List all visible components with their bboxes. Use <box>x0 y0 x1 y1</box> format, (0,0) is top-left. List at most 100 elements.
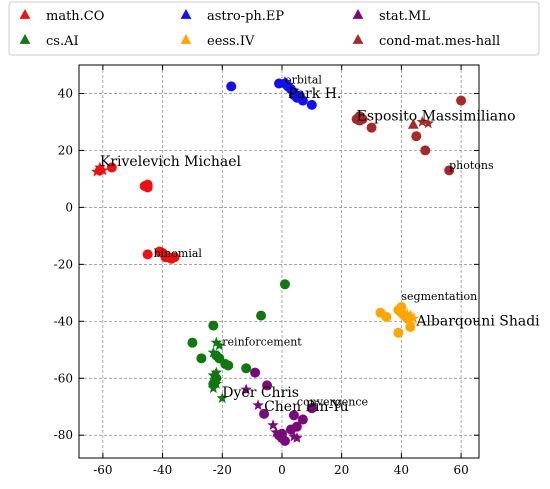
data-point <box>223 360 234 371</box>
series-cond-mat-mes-hall <box>351 95 467 176</box>
data-point <box>262 380 273 391</box>
data-point <box>187 337 198 348</box>
data-point <box>444 165 455 176</box>
data-point-star <box>207 346 220 358</box>
legend-marker <box>352 9 364 19</box>
data-point-star <box>270 426 282 438</box>
data-marks <box>91 76 467 446</box>
y-tick-label: -80 <box>54 428 73 442</box>
annotation-label: reinforcement <box>222 336 302 349</box>
data-point-star <box>252 399 264 411</box>
data-point-star <box>401 308 414 320</box>
series-stat-ml <box>240 367 317 446</box>
annotation-label: Chen Pin-Yu <box>264 399 349 415</box>
series-astro-ph-ep <box>226 76 317 110</box>
data-point-star <box>422 117 434 129</box>
data-point-triangle <box>407 118 419 129</box>
data-point <box>393 327 404 338</box>
data-point <box>297 414 308 425</box>
data-point <box>279 279 290 290</box>
annotation-label: Dyer Chris <box>222 385 299 401</box>
plot-frame <box>78 64 480 459</box>
data-point-star <box>395 303 408 315</box>
y-tick-label: -60 <box>54 371 73 385</box>
data-point-star <box>404 318 417 330</box>
data-point <box>142 249 153 260</box>
data-point <box>241 363 252 374</box>
y-tick-label: -20 <box>54 257 73 271</box>
data-point <box>142 182 153 193</box>
legend: math.CO cs.AI astro-ph.EP eess.IV stat.ML con… <box>8 1 540 56</box>
legend-label: stat.ML <box>379 9 430 24</box>
x-tick-label: 60 <box>453 463 468 477</box>
data-point <box>357 114 368 125</box>
annotation-label: binomial <box>154 247 203 260</box>
y-tick-label: -40 <box>54 314 73 328</box>
data-point-star <box>216 392 228 404</box>
data-point-star <box>267 419 279 431</box>
x-tick-label: -60 <box>93 463 112 477</box>
data-point <box>381 312 392 323</box>
data-point <box>288 410 299 421</box>
data-point-star <box>207 369 220 381</box>
data-point <box>411 131 422 142</box>
data-point <box>226 81 237 92</box>
data-point <box>208 320 219 331</box>
legend-label: astro-ph.EP <box>207 9 284 24</box>
legend-label: cs.AI <box>46 34 79 49</box>
annotation-label: photons <box>449 159 494 172</box>
legend-marker <box>180 34 192 44</box>
data-point <box>291 421 302 432</box>
legend-label: math.CO <box>46 9 104 24</box>
y-tick-label: 0 <box>65 200 73 214</box>
x-tick-label: -20 <box>213 463 232 477</box>
data-point <box>366 122 377 133</box>
data-point <box>169 252 180 263</box>
legend-label: cond-mat.mes-hall <box>379 34 500 49</box>
data-point-star <box>210 336 223 348</box>
legend-label: eess.IV <box>207 34 255 49</box>
annotation-label: orbital <box>285 74 322 87</box>
data-point-star <box>279 76 291 87</box>
data-point-star <box>210 366 223 378</box>
annotation-label: Park H. <box>288 86 341 102</box>
y-tick-label: 40 <box>58 86 73 100</box>
data-point-star <box>407 312 420 324</box>
legend-marker <box>352 34 364 44</box>
data-point <box>306 99 317 110</box>
series-eess-iv <box>375 302 420 338</box>
data-point-star <box>97 164 109 176</box>
data-point-star <box>288 430 300 442</box>
x-tick-label: 0 <box>278 463 286 477</box>
data-point <box>256 310 267 321</box>
data-point <box>106 162 117 173</box>
data-point <box>297 95 308 106</box>
data-point-star <box>213 339 225 351</box>
data-point-star <box>210 377 223 389</box>
annotation-label: Esposito Massimiliano <box>357 109 516 125</box>
data-point-star <box>282 78 294 90</box>
x-tick-label: 40 <box>394 463 409 477</box>
data-point-star <box>240 383 252 395</box>
annotation-label: Krivelevich Michael <box>100 154 242 170</box>
data-point <box>420 145 431 156</box>
data-point-star <box>207 382 220 394</box>
legend-marker <box>180 9 192 19</box>
data-point-star <box>291 87 303 99</box>
data-point-star <box>288 84 300 96</box>
series-math-co <box>91 161 180 264</box>
data-point <box>259 408 270 419</box>
data-point <box>306 403 317 414</box>
data-point <box>279 435 290 446</box>
axes: -60 -40 -20 0 20 40 60 -80 -60 -40 -20 0 20 40 <box>54 64 480 477</box>
legend-box <box>8 1 540 56</box>
data-point-star <box>94 161 106 173</box>
data-point <box>196 353 207 364</box>
data-point-star <box>291 432 303 443</box>
annotation-label: segmentation <box>401 290 477 303</box>
legend-marker <box>19 34 31 44</box>
data-point <box>250 367 261 378</box>
x-tick-label: 20 <box>334 463 349 477</box>
